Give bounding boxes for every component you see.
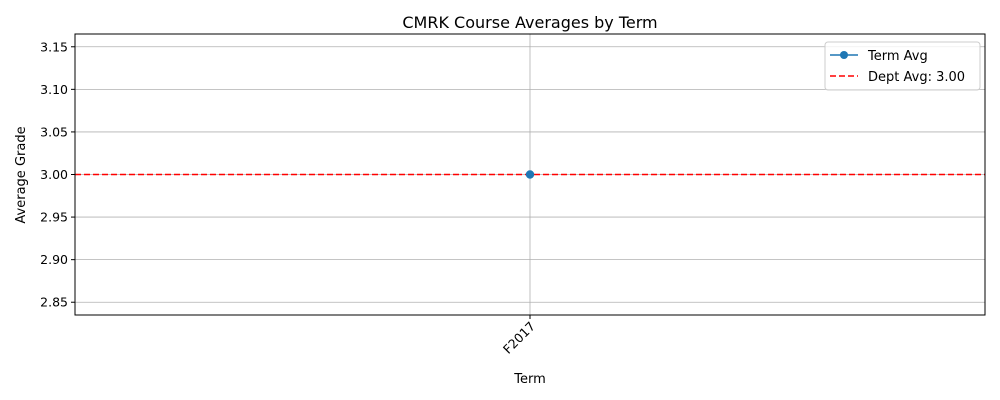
y-tick-label: 2.85 — [40, 295, 68, 310]
legend-marker-term-avg — [840, 51, 848, 59]
y-tick-label: 3.15 — [40, 39, 68, 54]
series — [525, 170, 535, 179]
chart-title: CMRK Course Averages by Term — [402, 13, 657, 32]
data-point — [525, 170, 535, 179]
legend-box — [824, 41, 981, 91]
y-tick-label: 3.00 — [40, 167, 68, 182]
y-tick-label: 3.05 — [40, 124, 68, 139]
plot-frame — [74, 33, 986, 316]
legend-label-dept-avg: Dept Avg: 3.00 — [868, 70, 965, 85]
y-tick-label: 3.10 — [40, 82, 68, 97]
legend-label-term-avg: Term Avg — [867, 49, 928, 64]
x-axis-label: Term — [513, 372, 546, 387]
y-tick-label: 2.95 — [40, 210, 68, 225]
y-axis-label: Average Grade — [14, 126, 29, 223]
x-axis-ticks: F2017 — [500, 315, 538, 357]
grid — [75, 34, 985, 315]
y-axis-ticks: 2.85 2.90 2.95 3.00 3.05 3.10 3.15 — [40, 39, 75, 310]
y-tick-label: 2.90 — [40, 252, 68, 267]
x-tick-label: F2017 — [500, 319, 538, 357]
legend: Term Avg Dept Avg: 3.00 — [824, 41, 981, 91]
